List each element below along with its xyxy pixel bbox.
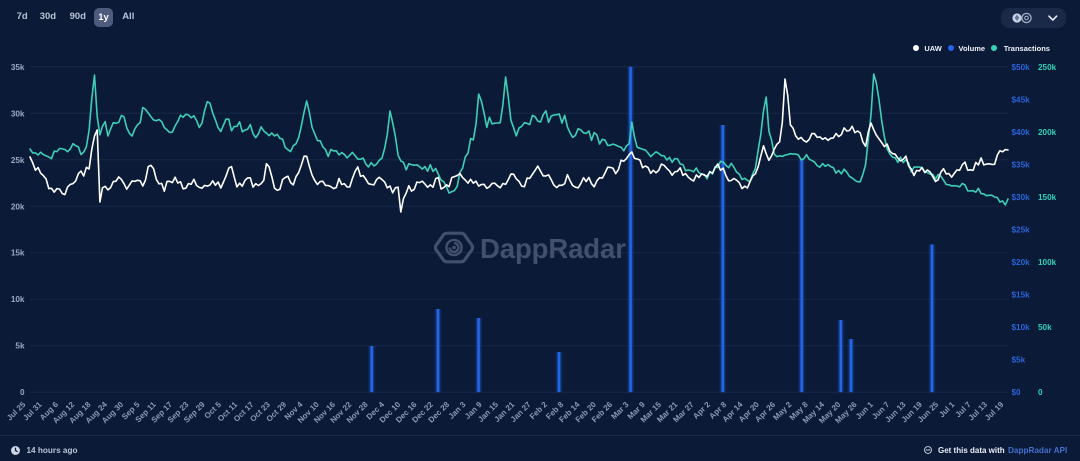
svg-text:$40k: $40k [1012, 128, 1031, 137]
svg-text:$10k: $10k [1012, 323, 1031, 332]
svg-text:API: API [926, 448, 931, 452]
svg-text:50k: 50k [1038, 323, 1052, 332]
svg-text:$20k: $20k [1012, 258, 1031, 267]
svg-text:$25k: $25k [1012, 226, 1031, 235]
svg-text:20k: 20k [11, 202, 25, 211]
svg-text:Jul 19: Jul 19 [983, 400, 1006, 423]
svg-text:$30k: $30k [1012, 193, 1031, 202]
svg-text:$35k: $35k [1012, 160, 1031, 169]
svg-text:Jul 1: Jul 1 [937, 400, 957, 420]
svg-text:$0: $0 [1012, 388, 1022, 397]
svg-text:5k: 5k [15, 342, 25, 351]
svg-text:0: 0 [1038, 388, 1043, 397]
svg-text:Apr 2: Apr 2 [691, 400, 712, 421]
svg-text:35k: 35k [11, 63, 25, 72]
svg-text:DappRadar: DappRadar [480, 233, 626, 264]
svg-text:100k: 100k [1038, 258, 1057, 267]
svg-text:$45k: $45k [1012, 95, 1031, 104]
svg-text:$15k: $15k [1012, 291, 1031, 300]
svg-text:25k: 25k [11, 156, 25, 165]
svg-text:250k: 250k [1038, 63, 1057, 72]
svg-text:$50k: $50k [1012, 63, 1031, 72]
svg-text:150k: 150k [1038, 193, 1057, 202]
svg-text:30k: 30k [11, 109, 25, 118]
svg-text:200k: 200k [1038, 128, 1057, 137]
svg-text:0: 0 [20, 388, 25, 397]
svg-text:$5k: $5k [1012, 356, 1026, 365]
svg-text:Jan 3: Jan 3 [447, 400, 468, 421]
svg-text:10k: 10k [11, 295, 25, 304]
svg-text:15k: 15k [11, 249, 25, 258]
